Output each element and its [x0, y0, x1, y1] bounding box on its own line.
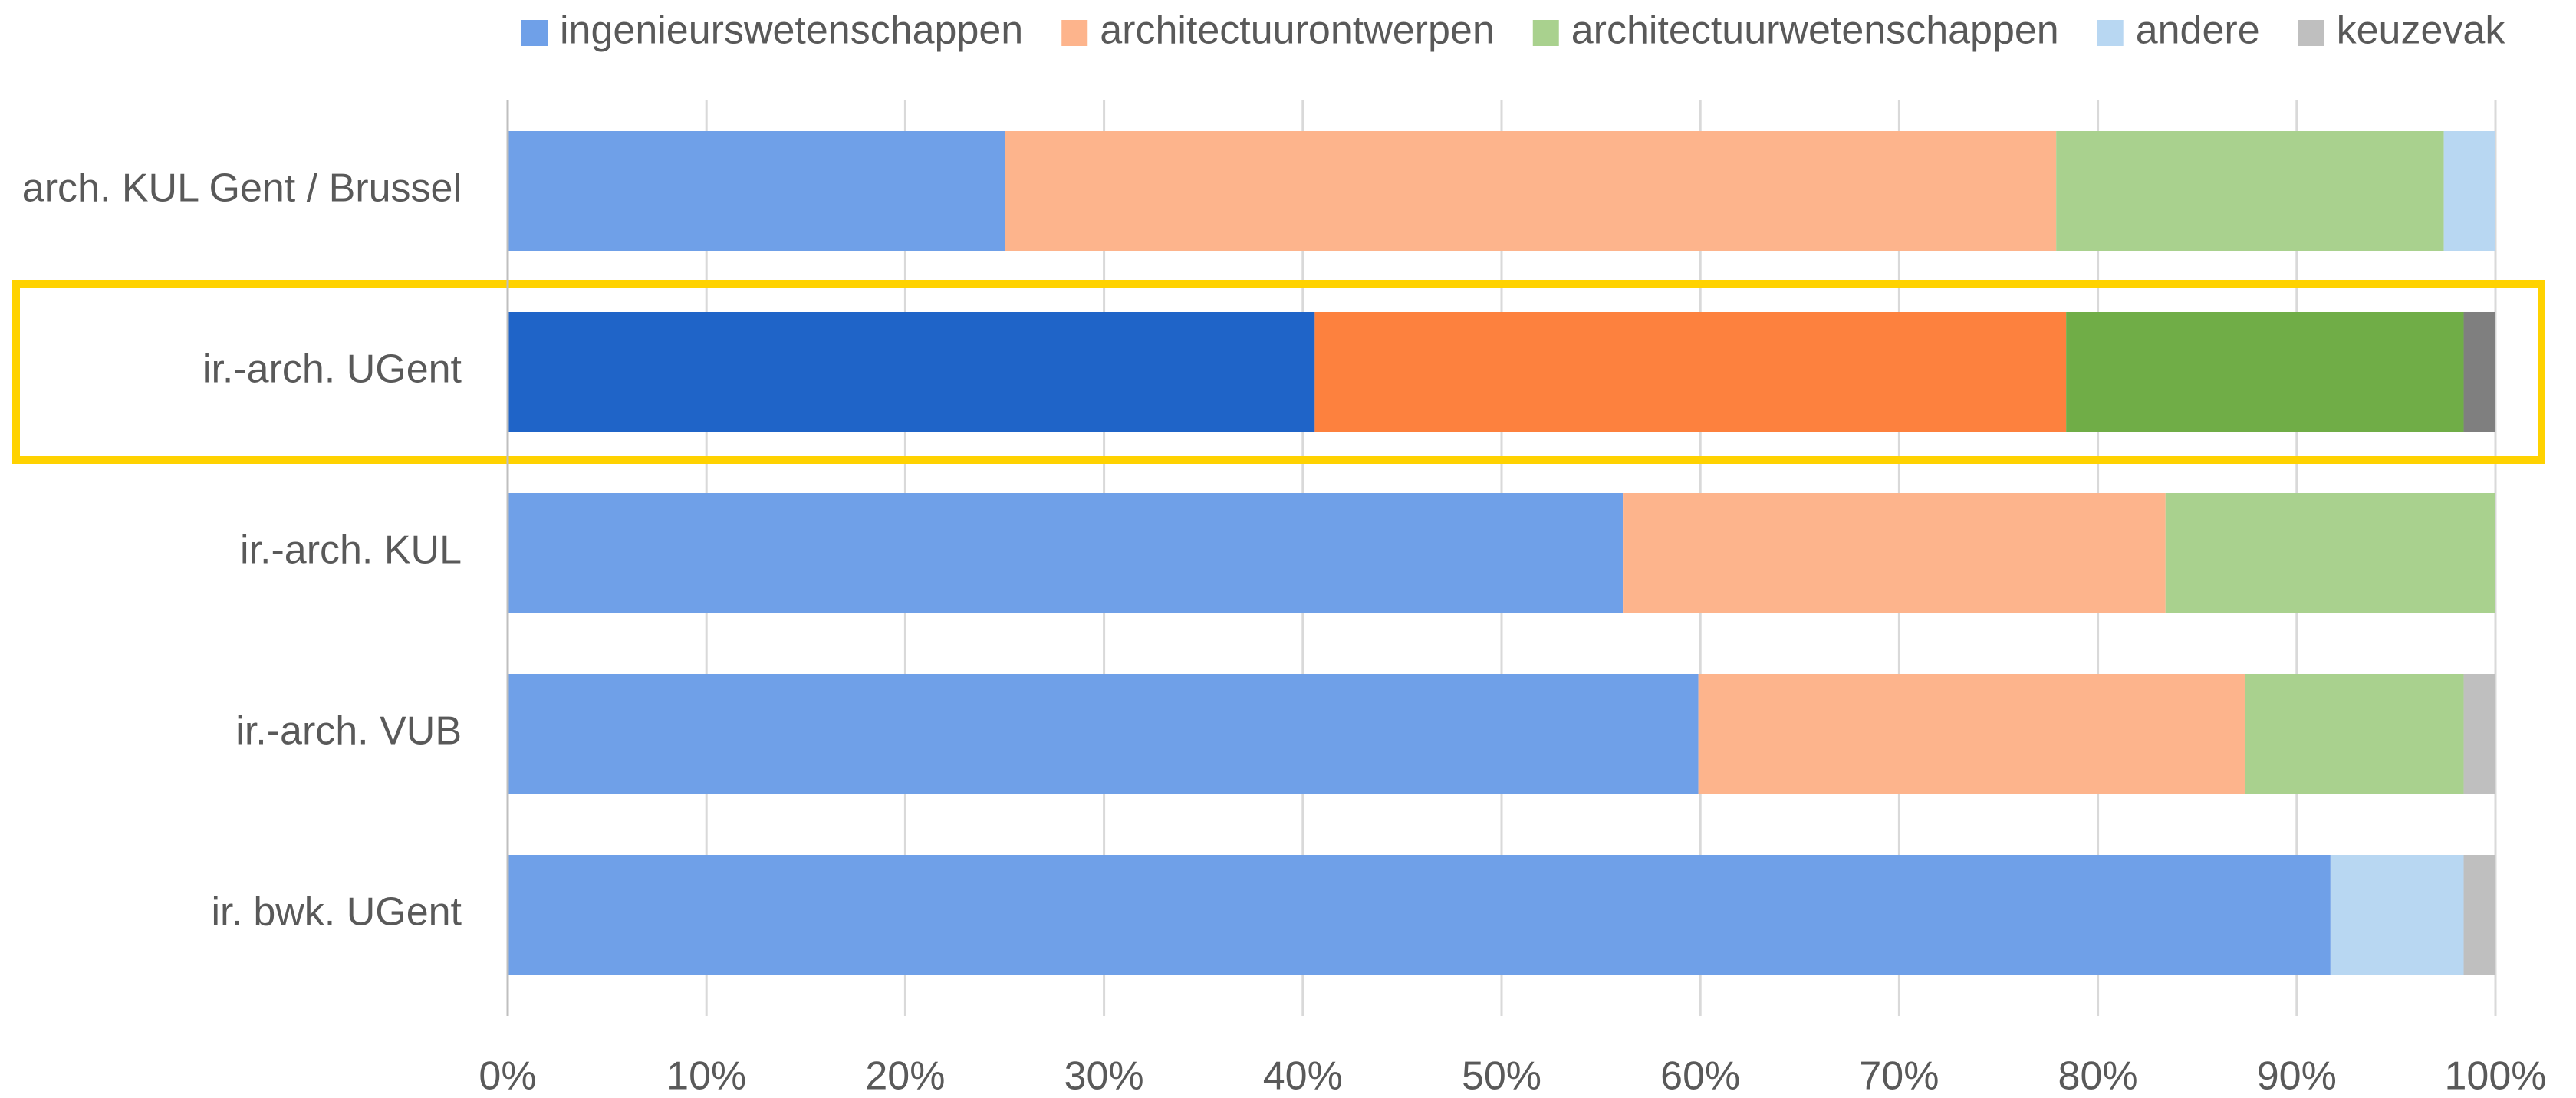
- bar-segment: [2066, 312, 2464, 432]
- bar-segment: [2330, 855, 2464, 975]
- x-tick-label: 50%: [1462, 1054, 1541, 1098]
- x-tick-label: 80%: [2058, 1054, 2138, 1098]
- x-tick-label: 0%: [479, 1054, 536, 1098]
- x-tick-label: 70%: [1859, 1054, 1939, 1098]
- bar-segment: [2463, 674, 2495, 794]
- x-tick-label: 40%: [1263, 1054, 1343, 1098]
- bar-segment: [508, 855, 2331, 975]
- bar-segment: [2165, 493, 2495, 613]
- x-tick-label: 20%: [865, 1054, 945, 1098]
- legend-label: ingenieurswetenschappen: [560, 8, 1023, 53]
- legend-label: keuzevak: [2337, 8, 2506, 53]
- legend-label: andere: [2136, 8, 2260, 53]
- legend-swatch: [521, 20, 548, 46]
- bar-segment: [1623, 493, 2166, 613]
- x-tick-label: 60%: [1660, 1054, 1740, 1098]
- bar-segment: [508, 131, 1005, 251]
- x-tick-label: 90%: [2257, 1054, 2337, 1098]
- legend-swatch: [2097, 20, 2124, 46]
- x-tick-label: 30%: [1064, 1054, 1144, 1098]
- bar-segment: [2056, 131, 2444, 251]
- bar-segment: [2245, 674, 2464, 794]
- legend-swatch: [1061, 20, 1088, 46]
- y-tick-label: ir.-arch. KUL: [240, 528, 462, 573]
- y-tick-label: ir.-arch. UGent: [202, 347, 462, 392]
- bar-segment: [508, 312, 1315, 432]
- legend-label: architectuurwetenschappen: [1571, 8, 2059, 53]
- x-tick-label: 100%: [2445, 1054, 2547, 1098]
- bar-segment: [2463, 855, 2495, 975]
- legend-swatch: [2298, 20, 2324, 46]
- bar-segment: [508, 493, 1624, 613]
- bar-segment: [1005, 131, 2057, 251]
- highlight-box: [12, 280, 2545, 464]
- y-tick-label: ir.-arch. VUB: [235, 709, 462, 754]
- bar-segment: [1314, 312, 2067, 432]
- bar-segment: [2443, 131, 2495, 251]
- bar-segment: [1698, 674, 2245, 794]
- bar-segment: [2463, 312, 2495, 432]
- y-tick-label: arch. KUL Gent / Brussel: [22, 166, 462, 211]
- legend-swatch: [1532, 20, 1559, 46]
- bar-segment: [508, 674, 1699, 794]
- y-tick-label: ir. bwk. UGent: [211, 890, 462, 935]
- x-tick-label: 10%: [666, 1054, 746, 1098]
- legend-label: architectuurontwerpen: [1100, 8, 1495, 53]
